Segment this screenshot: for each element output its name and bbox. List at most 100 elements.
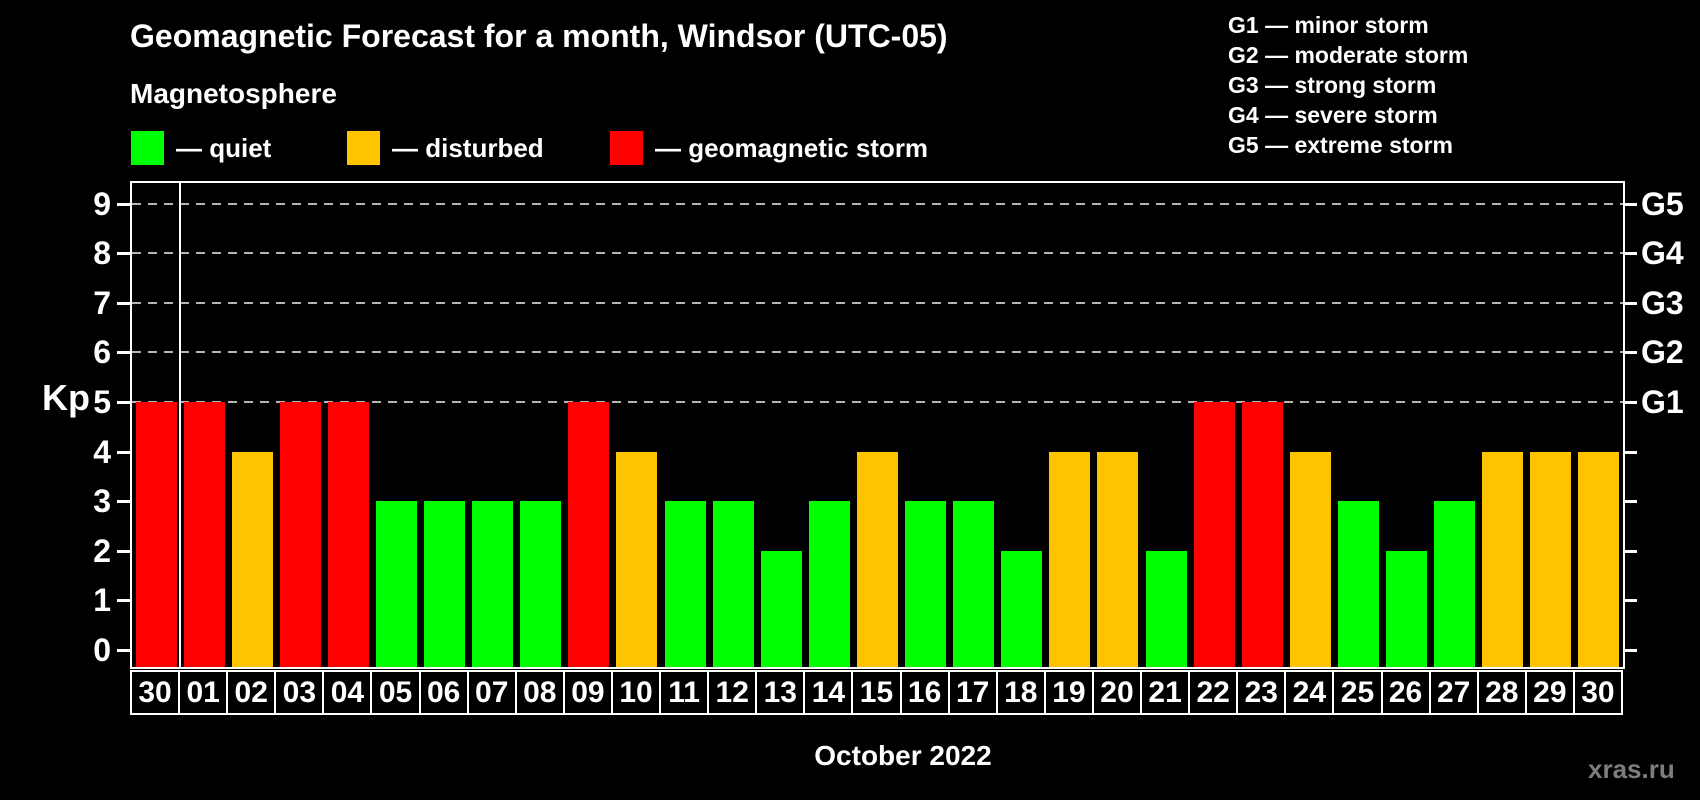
y-tick-left-0 bbox=[117, 649, 131, 652]
y-tick-right-8 bbox=[1623, 252, 1637, 256]
bar-day-02 bbox=[231, 451, 273, 667]
y-tick-left-1 bbox=[117, 599, 131, 603]
bar-day-03 bbox=[279, 402, 321, 667]
bar-day-18 bbox=[1001, 550, 1043, 667]
y-tick-label-4: 4 bbox=[93, 433, 111, 470]
g-legend-line-g4: G4 — severe storm bbox=[1228, 102, 1438, 128]
legend-swatch-disturbed bbox=[347, 131, 380, 165]
date-cell-03: 03 bbox=[274, 670, 325, 715]
bar-day-30 bbox=[135, 402, 177, 667]
right-axis-label-g1: G1 bbox=[1641, 384, 1684, 420]
y-tick-left-8 bbox=[117, 252, 131, 256]
gridline-kp7 bbox=[132, 301, 1623, 304]
y-tick-left-5 bbox=[117, 401, 131, 404]
bar-day-05 bbox=[375, 501, 417, 667]
bar-day-30 bbox=[1578, 451, 1620, 667]
bar-day-16 bbox=[905, 501, 947, 667]
date-cell-15: 15 bbox=[851, 670, 902, 715]
bar-day-09 bbox=[568, 402, 610, 667]
bar-day-15 bbox=[856, 451, 898, 667]
y-tick-label-2: 2 bbox=[93, 532, 111, 569]
date-cell-14: 14 bbox=[803, 670, 854, 715]
date-cell-04: 04 bbox=[322, 670, 373, 715]
g-legend-line-g1: G1 — minor storm bbox=[1228, 12, 1429, 38]
g-legend-line-g5: G5 — extreme storm bbox=[1228, 132, 1453, 158]
date-cell-19: 19 bbox=[1043, 670, 1094, 715]
date-cell-06: 06 bbox=[418, 670, 469, 715]
legend-label-disturbed: — disturbed bbox=[392, 133, 544, 163]
y-tick-right-4 bbox=[1623, 450, 1637, 454]
date-cell-22: 22 bbox=[1188, 670, 1239, 715]
bar-day-06 bbox=[424, 501, 466, 667]
bar-day-21 bbox=[1145, 550, 1187, 667]
bar-day-29 bbox=[1530, 451, 1572, 667]
y-tick-label-6: 6 bbox=[93, 334, 111, 371]
y-axis-title-kp: Kp bbox=[42, 377, 90, 418]
bar-day-11 bbox=[664, 501, 706, 667]
bar-day-04 bbox=[327, 402, 369, 667]
bar-day-25 bbox=[1337, 501, 1379, 667]
date-cell-29: 29 bbox=[1524, 670, 1575, 715]
date-cell-21: 21 bbox=[1140, 670, 1191, 715]
date-cell-30: 30 bbox=[130, 670, 181, 715]
y-tick-right-1 bbox=[1623, 599, 1637, 603]
date-cell-11: 11 bbox=[659, 670, 710, 715]
y-tick-left-2 bbox=[117, 549, 131, 553]
date-cell-30: 30 bbox=[1572, 670, 1623, 715]
watermark-xras: xras.ru bbox=[1588, 754, 1675, 784]
y-tick-right-6 bbox=[1623, 351, 1637, 355]
legend-swatch-storm bbox=[610, 131, 643, 165]
bar-day-01 bbox=[183, 402, 225, 667]
y-tick-right-9 bbox=[1623, 202, 1637, 206]
date-cell-23: 23 bbox=[1236, 670, 1287, 715]
bar-day-24 bbox=[1289, 451, 1331, 667]
date-cell-26: 26 bbox=[1380, 670, 1431, 715]
y-tick-left-9 bbox=[117, 202, 131, 206]
y-tick-label-3: 3 bbox=[93, 483, 111, 520]
date-cell-07: 07 bbox=[466, 670, 517, 715]
month-separator-line bbox=[179, 183, 182, 667]
y-tick-label-0: 0 bbox=[93, 632, 111, 668]
legend-label-quiet: — quiet bbox=[176, 133, 272, 163]
date-cell-25: 25 bbox=[1332, 670, 1383, 715]
bar-day-20 bbox=[1097, 451, 1139, 667]
y-tick-left-3 bbox=[117, 500, 131, 504]
right-axis-label-g3: G3 bbox=[1641, 284, 1684, 321]
date-cell-10: 10 bbox=[610, 670, 662, 715]
bar-day-07 bbox=[472, 501, 514, 667]
x-axis-title-month: October 2022 bbox=[814, 740, 992, 771]
right-axis-label-g4: G4 bbox=[1641, 235, 1684, 272]
date-cell-02: 02 bbox=[226, 670, 277, 715]
bar-day-13 bbox=[760, 550, 802, 667]
y-tick-left-6 bbox=[117, 351, 131, 355]
gridline-kp6 bbox=[132, 351, 1623, 354]
y-tick-right-3 bbox=[1623, 500, 1637, 504]
y-tick-label-9: 9 bbox=[93, 185, 111, 222]
bar-day-10 bbox=[616, 451, 658, 667]
bar-day-17 bbox=[953, 501, 995, 667]
y-tick-right-0 bbox=[1623, 649, 1637, 652]
bar-day-19 bbox=[1049, 451, 1091, 667]
date-cell-27: 27 bbox=[1428, 670, 1479, 715]
y-tick-left-7 bbox=[117, 301, 131, 305]
gridline-kp9 bbox=[132, 202, 1623, 205]
bar-day-08 bbox=[520, 501, 562, 667]
gridline-kp5 bbox=[132, 401, 1623, 403]
bar-day-27 bbox=[1434, 501, 1476, 667]
date-cell-13: 13 bbox=[755, 670, 806, 715]
g-scale-legend: G1 — minor storm G2 — moderate storm G3 … bbox=[1228, 10, 1468, 160]
gridline-kp8 bbox=[132, 252, 1623, 255]
bar-day-22 bbox=[1193, 402, 1235, 667]
date-cell-18: 18 bbox=[995, 670, 1046, 715]
page-title: Geomagnetic Forecast for a month, Windso… bbox=[130, 18, 948, 54]
date-cell-08: 08 bbox=[514, 670, 565, 715]
bar-day-23 bbox=[1241, 402, 1283, 667]
right-axis-label-g5: G5 bbox=[1641, 185, 1684, 222]
y-tick-right-7 bbox=[1623, 301, 1637, 305]
y-tick-right-5 bbox=[1623, 401, 1637, 404]
right-axis-label-g2: G2 bbox=[1641, 334, 1684, 371]
y-tick-left-4 bbox=[117, 450, 131, 454]
bar-day-26 bbox=[1386, 550, 1428, 667]
date-cell-24: 24 bbox=[1284, 670, 1335, 715]
bar-day-12 bbox=[712, 501, 754, 667]
